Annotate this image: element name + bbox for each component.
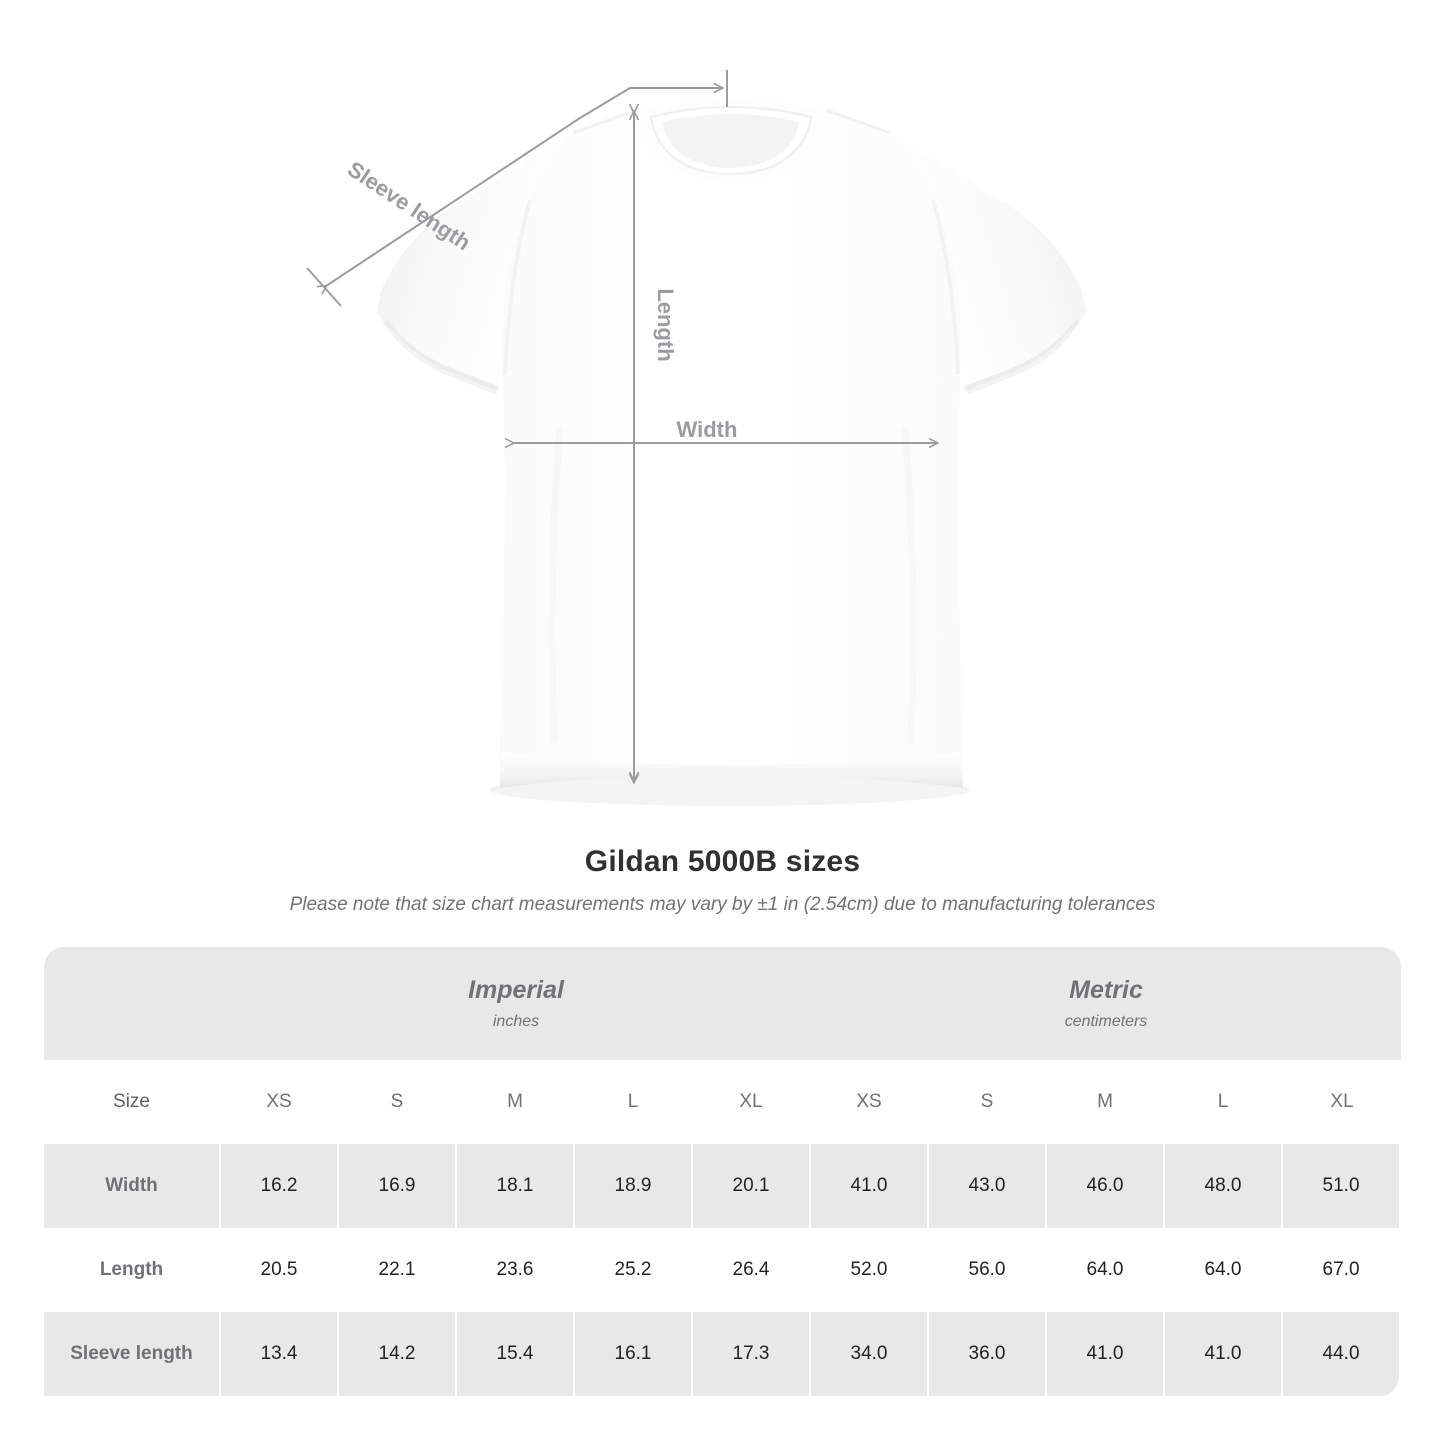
- cell-length-metric-xl: 67.0: [1283, 1228, 1402, 1312]
- collar-inner-shadow: [662, 114, 799, 168]
- cell-sleeve-metric-l: 41.0: [1165, 1312, 1284, 1396]
- unit-sub-imperial: inches: [492, 1012, 540, 1030]
- size-col-metric-xl: XL: [1283, 1060, 1402, 1144]
- cell-width-imperial-l: 18.9: [575, 1144, 693, 1228]
- right-armhole-seam: [931, 199, 960, 376]
- size-col-metric-s: S: [929, 1060, 1048, 1144]
- garment-shape: [377, 99, 1086, 806]
- title-block: Gildan 5000B sizes Please note that size…: [0, 845, 1445, 917]
- unit-sub-metric: centimeters: [1064, 1012, 1148, 1030]
- cell-sleeve-imperial-m: 15.4: [457, 1312, 575, 1396]
- unit-header-spacer: [44, 947, 221, 1060]
- cell-length-imperial-xl: 26.4: [693, 1228, 812, 1312]
- size-header-label: Size: [44, 1060, 221, 1144]
- table-row: Width 16.2 16.9 18.1 18.9 20.1 41.0 43.0…: [44, 1144, 1402, 1228]
- unit-group-header-row: Imperial inches Metric centimeters: [44, 947, 1402, 1060]
- fabric-fold-left: [548, 426, 564, 744]
- cell-width-imperial-s: 16.9: [339, 1144, 457, 1228]
- cell-length-imperial-xs: 20.5: [221, 1228, 339, 1312]
- cell-length-metric-xs: 52.0: [811, 1228, 930, 1312]
- row-label-length: Length: [44, 1228, 221, 1312]
- cell-sleeve-imperial-l: 16.1: [575, 1312, 693, 1396]
- size-header-row: Size XS S M L XL XS S M L XL: [44, 1060, 1402, 1144]
- left-armhole-seam: [503, 199, 532, 376]
- cell-width-metric-s: 43.0: [929, 1144, 1048, 1228]
- size-col-imperial-m: M: [457, 1060, 575, 1144]
- cell-length-metric-m: 64.0: [1047, 1228, 1166, 1312]
- cell-length-metric-s: 56.0: [929, 1228, 1048, 1312]
- right-sleeve-hem: [964, 319, 1080, 391]
- size-col-imperial-l: L: [575, 1060, 693, 1144]
- table-row: Length 20.5 22.1 23.6 25.2 26.4 52.0 56.…: [44, 1228, 1402, 1312]
- cell-sleeve-metric-xl: 44.0: [1283, 1312, 1402, 1396]
- cell-width-metric-xl: 51.0: [1283, 1144, 1402, 1228]
- cell-width-metric-l: 48.0: [1165, 1144, 1284, 1228]
- tolerance-note: Please note that size chart measurements…: [289, 894, 1156, 915]
- left-sleeve: [377, 133, 573, 386]
- width-label: Width: [677, 417, 738, 442]
- size-col-imperial-s: S: [339, 1060, 457, 1144]
- cell-sleeve-metric-xs: 34.0: [811, 1312, 930, 1396]
- row-label-sleeve-length: Sleeve length: [44, 1312, 221, 1396]
- row-label-width: Width: [44, 1144, 221, 1228]
- measurement-annotations: [306, 70, 937, 782]
- left-sleeve-hem: [383, 319, 499, 391]
- cell-length-metric-l: 64.0: [1165, 1228, 1284, 1312]
- cell-width-metric-xs: 41.0: [811, 1144, 930, 1228]
- size-col-metric-l: L: [1165, 1060, 1284, 1144]
- unit-name-imperial: Imperial: [468, 975, 564, 1004]
- size-col-imperial-xs: XS: [221, 1060, 339, 1144]
- right-shoulder-seam: [825, 108, 891, 135]
- unit-header-imperial: Imperial inches: [221, 947, 812, 1060]
- tshirt-diagram: Sleeve length Length Width: [306, 70, 1086, 806]
- tshirt-illustration: Sleeve length Length Width: [306, 70, 1086, 806]
- unit-header-metric: Metric centimeters: [811, 947, 1402, 1060]
- length-label: Length: [653, 288, 678, 361]
- cell-sleeve-imperial-s: 14.2: [339, 1312, 457, 1396]
- size-chart-table-wrapper: Imperial inches Metric centimeters Size …: [44, 947, 1402, 1396]
- cell-sleeve-imperial-xs: 13.4: [221, 1312, 339, 1396]
- right-sleeve-hem-inner: [967, 331, 1072, 394]
- cell-length-imperial-m: 23.6: [457, 1228, 575, 1312]
- garment-shadow: [490, 774, 970, 806]
- fabric-fold-right: [901, 426, 917, 744]
- cell-length-imperial-l: 25.2: [575, 1228, 693, 1312]
- sleeve-length-dimension: [306, 70, 728, 307]
- cell-width-metric-m: 46.0: [1047, 1144, 1166, 1228]
- cell-width-imperial-xs: 16.2: [221, 1144, 339, 1228]
- size-col-metric-xs: XS: [811, 1060, 930, 1144]
- cell-width-imperial-m: 18.1: [457, 1144, 575, 1228]
- size-col-imperial-xl: XL: [693, 1060, 812, 1144]
- page-title: Gildan 5000B sizes: [584, 845, 861, 878]
- unit-name-metric: Metric: [1069, 975, 1143, 1004]
- right-sleeve: [890, 133, 1086, 386]
- table-row: Sleeve length 13.4 14.2 15.4 16.1 17.3 3…: [44, 1312, 1402, 1396]
- left-shoulder-seam: [572, 108, 637, 135]
- shirt-hem: [500, 752, 963, 788]
- cell-width-imperial-xl: 20.1: [693, 1144, 812, 1228]
- cell-length-imperial-s: 22.1: [339, 1228, 457, 1312]
- size-chart-table: Imperial inches Metric centimeters Size …: [44, 947, 1402, 1396]
- size-col-metric-m: M: [1047, 1060, 1166, 1144]
- left-sleeve-hem-inner: [391, 331, 496, 394]
- cell-sleeve-metric-m: 41.0: [1047, 1312, 1166, 1396]
- cell-sleeve-metric-s: 36.0: [929, 1312, 1048, 1396]
- cell-sleeve-imperial-xl: 17.3: [693, 1312, 812, 1396]
